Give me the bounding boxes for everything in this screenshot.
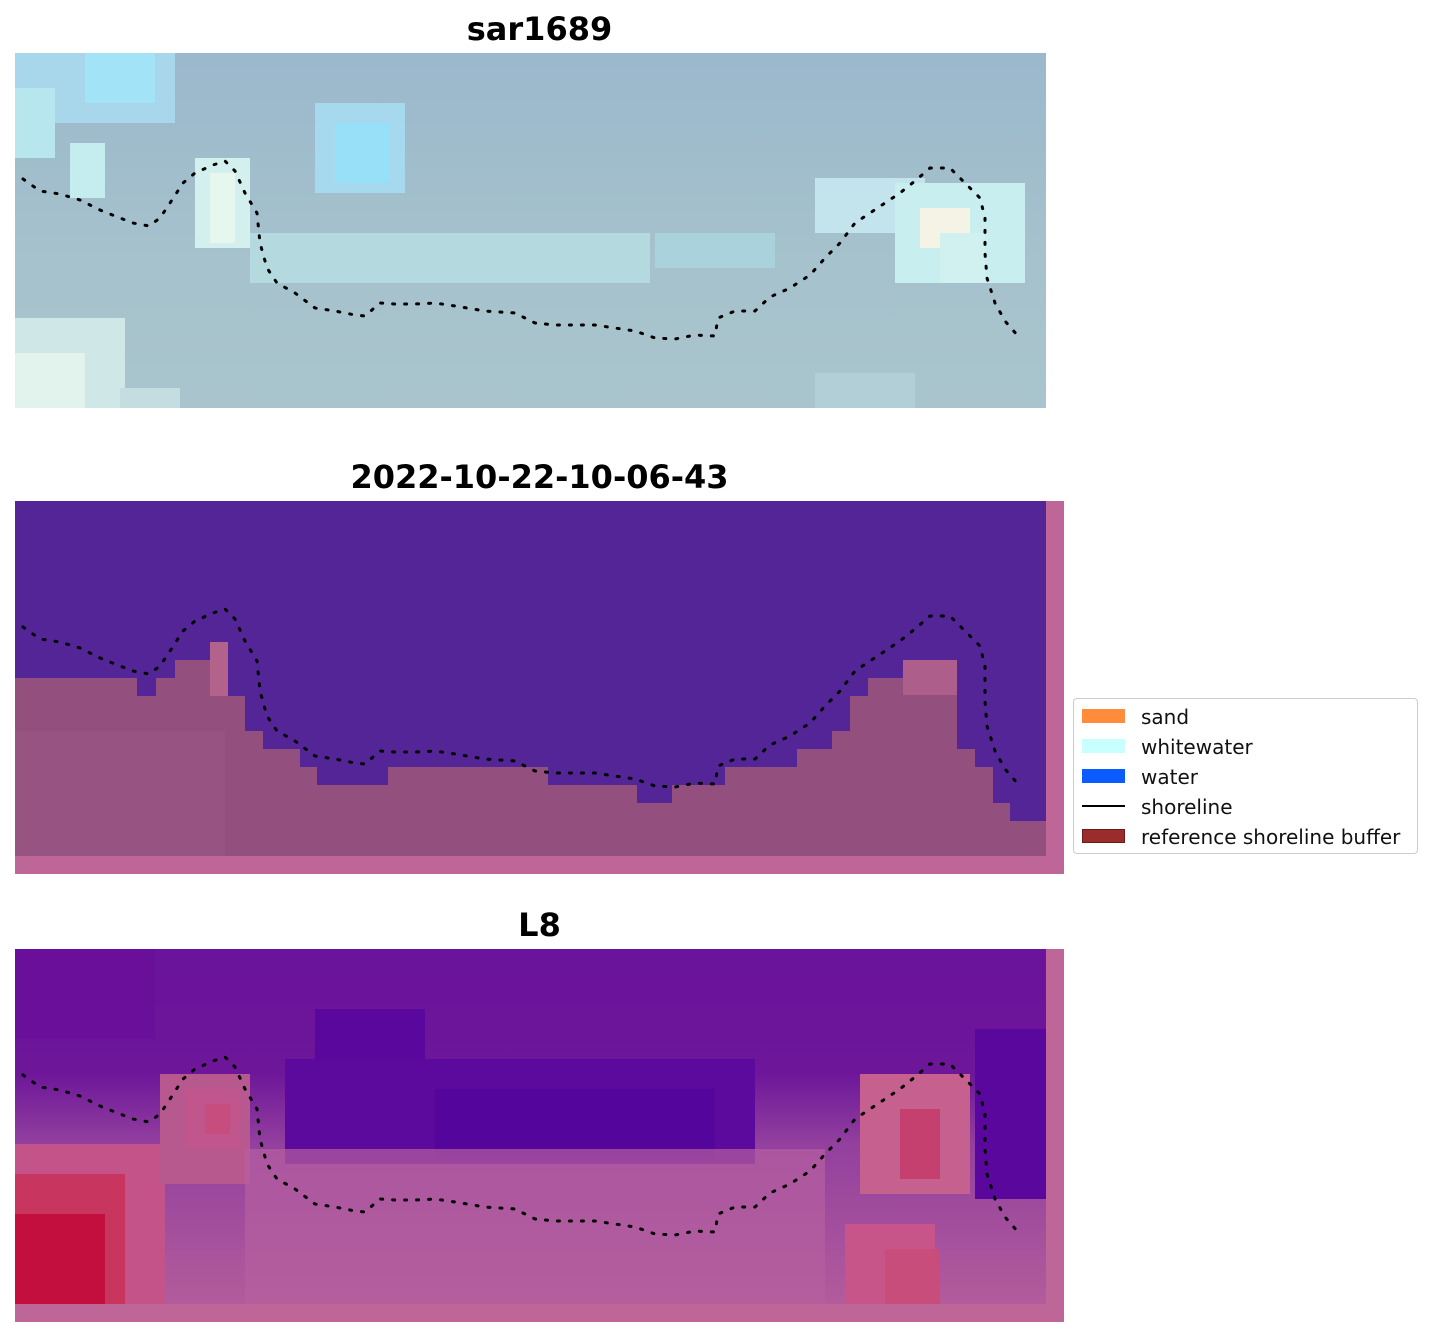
water-swatch: [1082, 769, 1125, 783]
shoreline-line: [21, 607, 1020, 789]
legend-label-water: water: [1141, 765, 1198, 789]
legend-label-shoreline: shoreline: [1141, 795, 1233, 819]
panel-title-2: 2022-10-22-10-06-43: [350, 458, 729, 496]
shoreline-line: [21, 159, 1020, 341]
legend-label-whitewater: whitewater: [1141, 735, 1253, 759]
legend-label-sand: sand: [1141, 705, 1190, 729]
reference-buffer-swatch: [1082, 829, 1125, 843]
panel-title-1: sar1689: [466, 10, 613, 48]
shoreline-line-swatch: [1082, 805, 1125, 807]
land-region: [15, 642, 1046, 856]
panel-title-3: L8: [518, 906, 561, 944]
shoreline-line: [21, 1055, 1020, 1237]
classification-panel: [15, 501, 1064, 874]
whitewater-swatch: [1082, 739, 1125, 753]
l8-image-panel: [15, 949, 1064, 1322]
sar-image-panel: [15, 53, 1046, 408]
sand-swatch: [1082, 709, 1125, 723]
legend-label-reference-buffer: reference shoreline buffer: [1141, 825, 1401, 849]
legend: sand whitewater water shoreline referenc…: [1073, 698, 1418, 854]
